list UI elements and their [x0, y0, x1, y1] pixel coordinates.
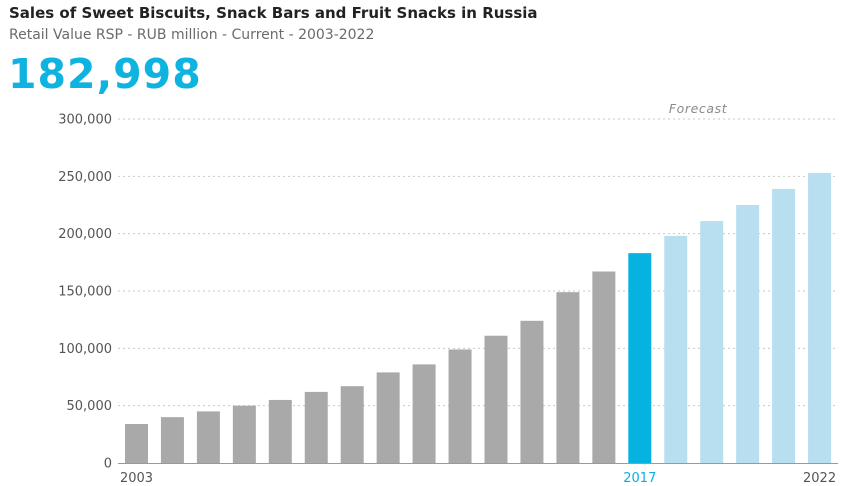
y-tick-label: 300,000 [58, 113, 112, 128]
bar-2013 [484, 335, 508, 463]
bar-2017 [628, 253, 652, 463]
bar-2004 [160, 417, 184, 463]
bar-2016 [592, 271, 616, 463]
bar-2019 [700, 221, 724, 463]
y-tick-label: 50,000 [67, 399, 113, 414]
bar-2021 [772, 188, 796, 464]
forecast-annotation: Forecast [669, 101, 728, 116]
bar-2014 [520, 320, 544, 463]
bar-2010 [376, 372, 400, 463]
bar-2005 [196, 411, 220, 463]
bar-2022 [808, 172, 832, 464]
bar-2020 [736, 205, 760, 463]
y-tick-label: 0 [104, 457, 112, 472]
x-tick-label: 2022 [803, 471, 836, 486]
x-tick-label: 2003 [120, 471, 153, 486]
bar-2008 [304, 391, 328, 463]
bar-2011 [412, 364, 436, 463]
bar-2006 [232, 405, 256, 463]
y-tick-label: 150,000 [58, 285, 112, 300]
bar-2015 [556, 292, 580, 463]
bar-2018 [664, 235, 688, 463]
y-tick-label: 250,000 [58, 170, 112, 185]
headline-value: 182,998 [8, 50, 202, 98]
y-tick-label: 200,000 [58, 227, 112, 242]
bar-2003 [125, 424, 148, 463]
bar-2009 [340, 386, 364, 463]
y-tick-label: 100,000 [58, 342, 112, 357]
bar-2007 [268, 399, 292, 463]
chart-subtitle: Retail Value RSP - RUB million - Current… [9, 27, 375, 43]
chart-title: Sales of Sweet Biscuits, Snack Bars and … [9, 4, 538, 22]
bar-2012 [448, 349, 472, 463]
x-tick-label: 2017 [623, 471, 656, 486]
